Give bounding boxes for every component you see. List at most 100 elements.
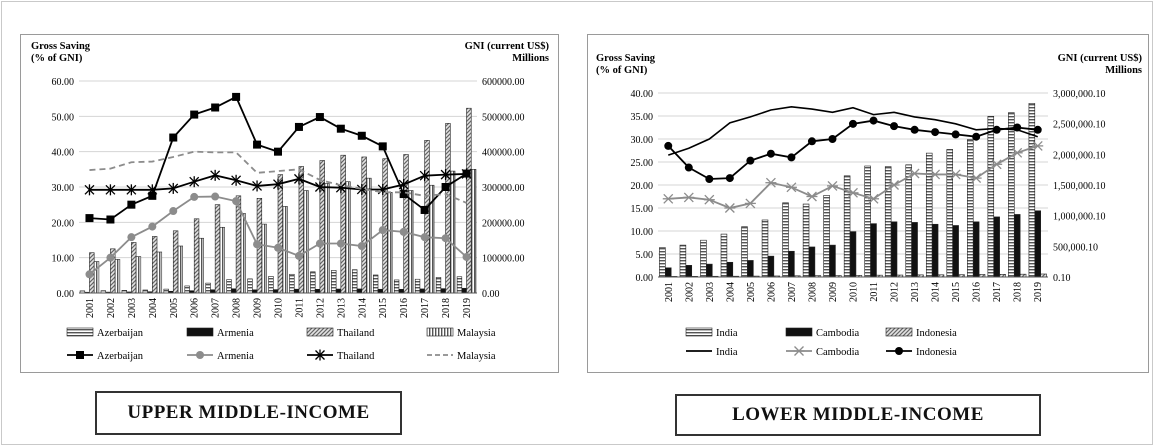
x-tick-label: 2003 bbox=[127, 298, 138, 318]
bar-cambodia-2011 bbox=[870, 223, 877, 278]
legend-swatch-bar-cambodia bbox=[785, 327, 813, 337]
bar-thailand-2014 bbox=[361, 156, 367, 294]
bar-india-2003 bbox=[700, 239, 707, 278]
x-tick-label: 2019 bbox=[462, 298, 473, 318]
legend-swatch-bar-armenia bbox=[186, 327, 214, 337]
point-azerbaijan-2010 bbox=[274, 147, 282, 156]
point-cambodia-2011 bbox=[868, 193, 880, 204]
bar-armenia-2017 bbox=[419, 288, 425, 294]
point-azerbaijan-2002 bbox=[106, 215, 115, 224]
y-right-tick-label: 2,000,000.10 bbox=[1053, 150, 1106, 161]
bar-cambodia-2010 bbox=[849, 231, 857, 278]
x-tick-label: 2007 bbox=[787, 282, 798, 302]
point-indonesia-2017 bbox=[992, 125, 1001, 134]
point-cambodia-2016 bbox=[970, 173, 982, 184]
point-cambodia-2003 bbox=[703, 194, 715, 205]
bar-cambodia-2017 bbox=[993, 216, 1000, 278]
legend-label-line-thailand: Thailand bbox=[337, 351, 375, 362]
bar-armenia-2018 bbox=[440, 288, 446, 294]
bar-malaysia-2003 bbox=[135, 256, 142, 294]
y-left-tick-label: 30.00 bbox=[52, 183, 75, 194]
y-right-tick-label: 1,500,000.10 bbox=[1053, 181, 1106, 192]
bar-azerbaijan-2016 bbox=[393, 279, 400, 294]
bar-azerbaijan-2008 bbox=[226, 279, 232, 294]
legend-marker-cambodia bbox=[793, 346, 805, 356]
bar-malaysia-2015 bbox=[387, 192, 393, 294]
x-tick-label: 2012 bbox=[890, 282, 901, 302]
bar-cambodia-2006 bbox=[767, 255, 775, 278]
bar-armenia-2012 bbox=[314, 288, 321, 294]
bar-india-2004 bbox=[720, 233, 728, 278]
bar-azerbaijan-2014 bbox=[352, 269, 358, 294]
point-cambodia-2019 bbox=[1032, 140, 1044, 151]
y-right-axis-title: GNI (current US$) bbox=[1058, 53, 1143, 64]
point-thailand-2005 bbox=[168, 182, 179, 194]
bar-cambodia-2001 bbox=[665, 267, 672, 278]
point-armenia-2009 bbox=[253, 240, 262, 249]
bar-armenia-2015 bbox=[377, 288, 384, 294]
bar-india-2005 bbox=[741, 226, 748, 278]
point-azerbaijan-2009 bbox=[253, 140, 262, 149]
bar-thailand-2004 bbox=[152, 236, 158, 294]
point-azerbaijan-2007 bbox=[211, 103, 220, 112]
bar-cambodia-2008 bbox=[808, 246, 816, 278]
x-tick-label: 2004 bbox=[725, 282, 736, 302]
bar-thailand-2003 bbox=[131, 242, 137, 294]
point-azerbaijan-2001 bbox=[85, 214, 94, 223]
point-indonesia-2001 bbox=[664, 141, 673, 150]
point-azerbaijan-2006 bbox=[190, 110, 199, 119]
point-armenia-2015 bbox=[378, 226, 387, 235]
lower-middle-income-chart-panel: 0.00 5.00 10.00 15.00 20.00 25.00 30.00 35.00 40… bbox=[587, 34, 1149, 373]
bar-azerbaijan-2019 bbox=[456, 276, 463, 294]
lower-middle-income-caption: LOWER MIDDLE-INCOME bbox=[675, 394, 1041, 436]
point-azerbaijan-2012 bbox=[315, 113, 324, 122]
legend-label-line-india: India bbox=[716, 347, 738, 358]
x-tick-label: 2012 bbox=[315, 298, 326, 318]
point-indonesia-2003 bbox=[705, 175, 714, 184]
point-armenia-2001 bbox=[85, 270, 94, 279]
bar-armenia-2019 bbox=[461, 287, 467, 294]
point-thailand-2011 bbox=[293, 173, 304, 185]
y-left-axis-title: Gross Saving bbox=[596, 53, 656, 64]
point-cambodia-2008 bbox=[806, 191, 818, 202]
legend-swatch-bar-indonesia bbox=[885, 327, 913, 337]
point-thailand-2017 bbox=[419, 170, 430, 182]
x-tick-label: 2008 bbox=[232, 298, 243, 318]
x-tick-label: 2013 bbox=[910, 282, 921, 302]
point-indonesia-2004 bbox=[725, 174, 734, 183]
legend-label-bar-indonesia: Indonesia bbox=[916, 328, 957, 339]
x-tick-label: 2009 bbox=[828, 282, 839, 302]
bar-india-2011 bbox=[864, 165, 871, 278]
y-left-tick-label: 25.00 bbox=[631, 158, 654, 169]
bar-india-2009 bbox=[823, 195, 830, 278]
bar-malaysia-2012 bbox=[324, 183, 330, 294]
point-armenia-2008 bbox=[232, 197, 241, 206]
y-right-axis-title: GNI (current US$) bbox=[465, 41, 550, 52]
bar-azerbaijan-2010 bbox=[268, 276, 274, 294]
point-cambodia-2006 bbox=[765, 177, 777, 188]
x-tick-label: 2011 bbox=[294, 298, 305, 318]
point-azerbaijan-2018 bbox=[441, 183, 450, 191]
x-tick-label: 2002 bbox=[684, 282, 695, 302]
bar-azerbaijan-2009 bbox=[247, 278, 253, 294]
legend-swatch-bar-thailand bbox=[306, 327, 334, 337]
bar-india-2002 bbox=[679, 244, 687, 278]
legend-swatch-bar-malaysia bbox=[426, 327, 454, 337]
point-thailand-2016 bbox=[398, 179, 409, 191]
x-tick-label: 2019 bbox=[1033, 282, 1044, 302]
x-tick-label: 2016 bbox=[399, 298, 410, 318]
y-left-tick-label: 40.00 bbox=[52, 148, 75, 159]
x-tick-label: 2004 bbox=[148, 298, 159, 318]
x-tick-label: 2010 bbox=[849, 282, 860, 302]
legend-marker-indonesia bbox=[895, 347, 903, 355]
bar-thailand-2011 bbox=[298, 166, 304, 294]
point-indonesia-2014 bbox=[931, 128, 940, 137]
legend-label-bar-malaysia: Malaysia bbox=[457, 328, 496, 339]
point-thailand-2003 bbox=[126, 184, 137, 196]
bar-malaysia-2006 bbox=[198, 237, 204, 294]
point-azerbaijan-2003 bbox=[127, 200, 136, 209]
bar-malaysia-2007 bbox=[219, 226, 225, 294]
y-right-tick-label: 600000.00 bbox=[482, 77, 525, 88]
bar-india-2014 bbox=[925, 152, 933, 278]
